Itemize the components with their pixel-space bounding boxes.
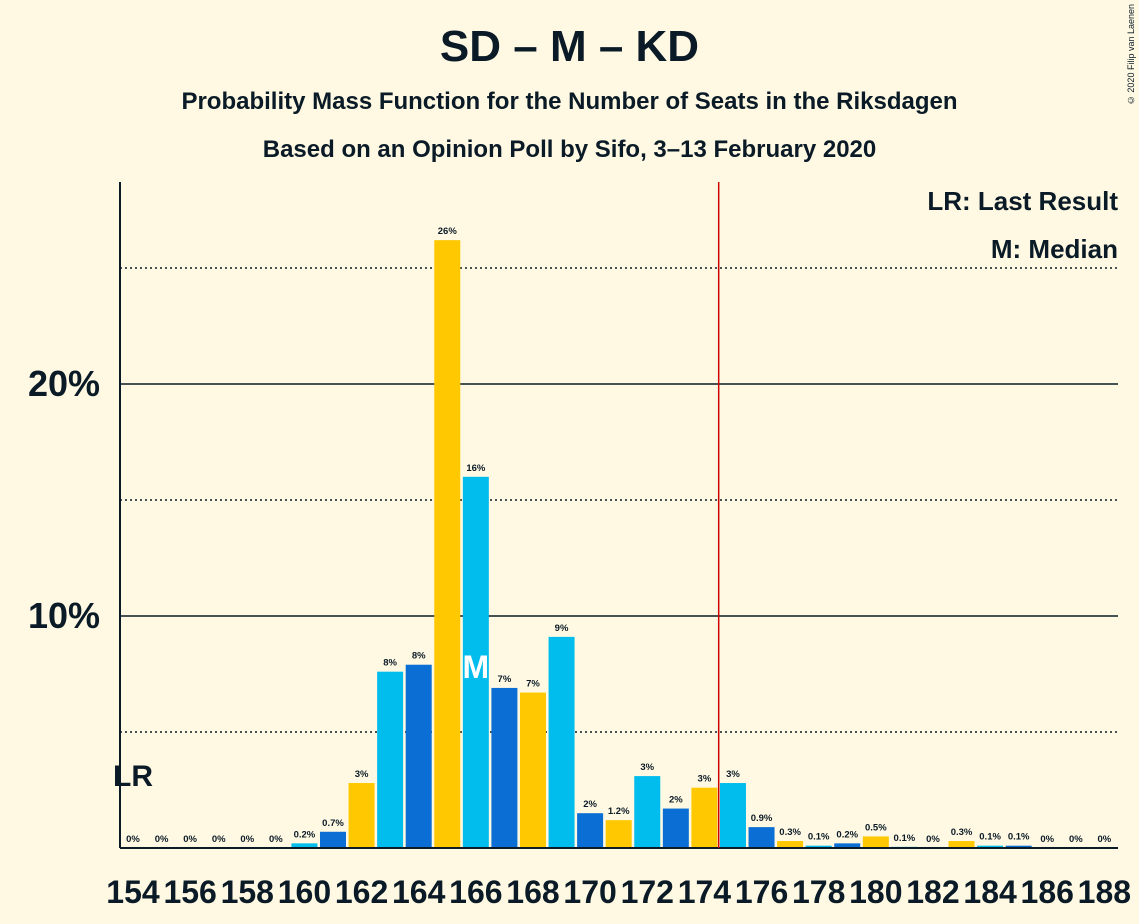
bar-seat-164 bbox=[405, 664, 432, 848]
bar-value-label: 0% bbox=[183, 834, 197, 845]
bar-value-label: 16% bbox=[466, 463, 486, 474]
bar-seat-166 bbox=[462, 476, 489, 848]
bar-seat-161 bbox=[319, 831, 346, 848]
bar-value-label: 3% bbox=[640, 762, 654, 773]
x-tick-label: 178 bbox=[792, 874, 845, 910]
bar-seat-165 bbox=[434, 240, 461, 848]
bar-value-label: 8% bbox=[412, 651, 426, 662]
bar-seat-179 bbox=[834, 843, 861, 848]
bar-value-label: 0.1% bbox=[894, 833, 916, 844]
x-tick-label: 166 bbox=[449, 874, 502, 910]
bar-seat-172 bbox=[634, 776, 661, 848]
bar-seat-168 bbox=[519, 692, 546, 848]
bar-seat-171 bbox=[605, 820, 632, 848]
bar-value-label: 0% bbox=[1040, 834, 1054, 845]
bar-seat-174 bbox=[691, 787, 718, 848]
bar-value-label: 0% bbox=[126, 834, 140, 845]
bar-value-label: 3% bbox=[726, 769, 740, 780]
y-tick-label: 10% bbox=[28, 595, 100, 636]
bar-value-label: 0.7% bbox=[322, 818, 344, 829]
bar-seat-180 bbox=[862, 836, 889, 848]
bar-value-label: 26% bbox=[438, 226, 458, 237]
x-tick-label: 156 bbox=[163, 874, 216, 910]
bar-seat-185 bbox=[1005, 845, 1032, 848]
bar-value-label: 2% bbox=[669, 795, 683, 806]
bar-value-label: 0% bbox=[1098, 834, 1112, 845]
bar-seat-176 bbox=[748, 827, 775, 848]
bar-value-label: 0.3% bbox=[951, 827, 973, 838]
bar-seat-175 bbox=[719, 783, 746, 848]
bar-value-label: 0.9% bbox=[751, 813, 773, 824]
bar-seat-170 bbox=[577, 813, 604, 848]
bar-value-label: 0.2% bbox=[836, 829, 858, 840]
x-tick-label: 182 bbox=[906, 874, 959, 910]
bar-value-label: 9% bbox=[555, 623, 569, 634]
bar-value-label: 0.1% bbox=[979, 832, 1001, 843]
bar-seat-183 bbox=[948, 841, 975, 848]
bar-seat-160 bbox=[291, 843, 318, 848]
x-tick-label: 164 bbox=[392, 874, 446, 910]
bar-value-label: 0% bbox=[212, 834, 226, 845]
x-tick-label: 162 bbox=[335, 874, 388, 910]
bar-value-label: 0% bbox=[269, 834, 283, 845]
x-tick-label: 168 bbox=[506, 874, 559, 910]
bar-seat-178 bbox=[805, 845, 832, 848]
bar-value-label: 7% bbox=[526, 679, 540, 690]
median-marker: M bbox=[463, 649, 490, 685]
x-tick-label: 154 bbox=[106, 874, 160, 910]
bar-value-label: 2% bbox=[583, 799, 597, 810]
bar-value-label: 0% bbox=[240, 834, 254, 845]
x-tick-label: 186 bbox=[1021, 874, 1074, 910]
bar-seat-173 bbox=[662, 808, 689, 848]
bar-value-label: 0.1% bbox=[808, 832, 830, 843]
bar-seat-184 bbox=[977, 845, 1004, 848]
bar-value-label: 1.2% bbox=[608, 806, 630, 817]
bar-value-label: 7% bbox=[498, 674, 512, 685]
legend-last-result: LR: Last Result bbox=[927, 186, 1118, 216]
chart-subtitle: Probability Mass Function for the Number… bbox=[181, 88, 958, 115]
x-tick-label: 176 bbox=[735, 874, 788, 910]
last-result-marker: LR bbox=[113, 760, 153, 793]
bar-seat-162 bbox=[348, 783, 375, 848]
bar-seat-169 bbox=[548, 636, 575, 848]
bar-seat-167 bbox=[491, 687, 518, 848]
bar-value-label: 0.2% bbox=[294, 829, 316, 840]
legend-median: M: Median bbox=[991, 234, 1118, 264]
x-tick-label: 188 bbox=[1078, 874, 1131, 910]
bar-value-label: 3% bbox=[355, 769, 369, 780]
chart-title: SD – M – KD bbox=[439, 22, 700, 71]
bar-value-label: 0.5% bbox=[865, 822, 887, 833]
bar-value-label: 0% bbox=[1069, 834, 1083, 845]
x-tick-label: 174 bbox=[678, 874, 732, 910]
chart-subtitle-source: Based on an Opinion Poll by Sifo, 3–13 F… bbox=[262, 136, 877, 163]
bar-value-label: 3% bbox=[698, 774, 712, 785]
bar-seat-163 bbox=[377, 671, 404, 848]
x-tick-label: 158 bbox=[221, 874, 274, 910]
bar-value-label: 0.1% bbox=[1008, 832, 1030, 843]
x-tick-label: 170 bbox=[563, 874, 616, 910]
bar-seat-177 bbox=[777, 841, 804, 848]
bar-value-label: 0% bbox=[155, 834, 169, 845]
x-tick-label: 160 bbox=[278, 874, 331, 910]
x-tick-label: 184 bbox=[963, 874, 1017, 910]
bar-value-label: 0.3% bbox=[779, 827, 801, 838]
y-tick-label: 20% bbox=[28, 363, 100, 404]
bar-value-label: 0% bbox=[926, 834, 940, 845]
x-tick-label: 172 bbox=[621, 874, 674, 910]
bar-value-label: 8% bbox=[383, 658, 397, 669]
x-tick-label: 180 bbox=[849, 874, 902, 910]
